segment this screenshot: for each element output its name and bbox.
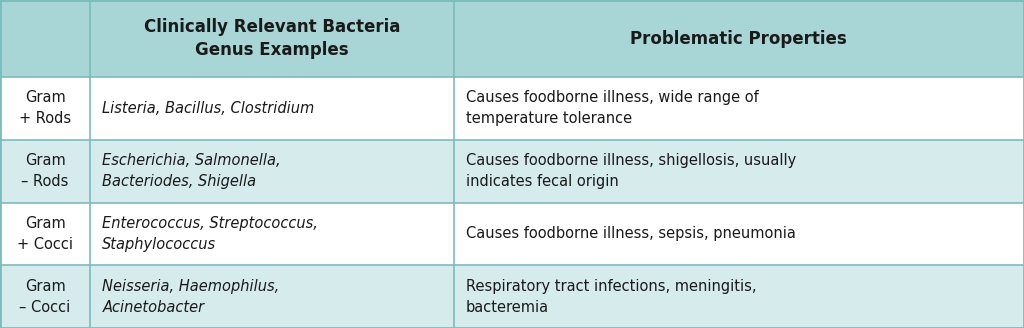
Text: Listeria, Bacillus, Clostridium: Listeria, Bacillus, Clostridium [102,101,314,116]
Text: Problematic Properties: Problematic Properties [631,30,847,48]
Text: Causes foodborne illness, wide range of
temperature tolerance: Causes foodborne illness, wide range of … [466,91,759,127]
Bar [0,140,1024,203]
Text: Causes foodborne illness, shigellosis, usually
indicates fecal origin: Causes foodborne illness, shigellosis, u… [466,153,797,189]
Bar [0,265,1024,328]
Text: Respiratory tract infections, meningitis,
bacteremia: Respiratory tract infections, meningitis… [466,278,757,315]
Bar [0,77,1024,140]
Text: Causes foodborne illness, sepsis, pneumonia: Causes foodborne illness, sepsis, pneumo… [466,226,796,241]
Text: Enterococcus, Streptococcus,
Staphylococcus: Enterococcus, Streptococcus, Staphylococ… [102,216,318,252]
Text: Gram
+ Rods: Gram + Rods [19,91,71,127]
Text: Gram
+ Cocci: Gram + Cocci [17,216,73,252]
Text: Gram
– Rods: Gram – Rods [22,153,69,189]
Text: Neisseria, Haemophilus,
Acinetobacter: Neisseria, Haemophilus, Acinetobacter [102,278,280,315]
Text: Gram
– Cocci: Gram – Cocci [19,278,71,315]
Text: Escherichia, Salmonella,
Bacteriodes, Shigella: Escherichia, Salmonella, Bacteriodes, Sh… [102,153,281,189]
Bar [0,202,1024,265]
Bar [0,0,1024,77]
Text: Clinically Relevant Bacteria
Genus Examples: Clinically Relevant Bacteria Genus Examp… [143,18,400,59]
